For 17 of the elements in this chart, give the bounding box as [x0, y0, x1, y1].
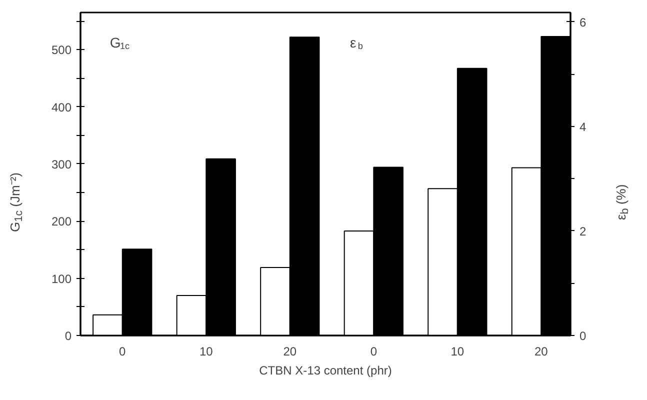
x-tick-label: 20 — [534, 344, 548, 358]
x-axis-title: CTBN X-13 content (phr) — [259, 364, 392, 378]
y2-tick-label: 0 — [580, 329, 586, 343]
y-tick-label: 400 — [51, 100, 72, 114]
x-tick-label: 10 — [450, 344, 464, 358]
y-tick-label: 0 — [64, 329, 72, 343]
x-tick-label: 0 — [119, 344, 126, 358]
y2-tick-label: 2 — [580, 224, 586, 238]
x-tick-label: 20 — [283, 344, 297, 358]
y-tick-label: 200 — [51, 214, 72, 229]
y-tick-label: 500 — [51, 43, 72, 58]
y-tick-label: 100 — [51, 272, 72, 286]
x-tick-label: 0 — [370, 344, 378, 358]
y2-tick-label: 4 — [580, 120, 586, 134]
y2-tick-label: 6 — [580, 15, 586, 30]
y-tick-label: 300 — [51, 157, 72, 172]
x-tick-label: 10 — [199, 344, 214, 358]
